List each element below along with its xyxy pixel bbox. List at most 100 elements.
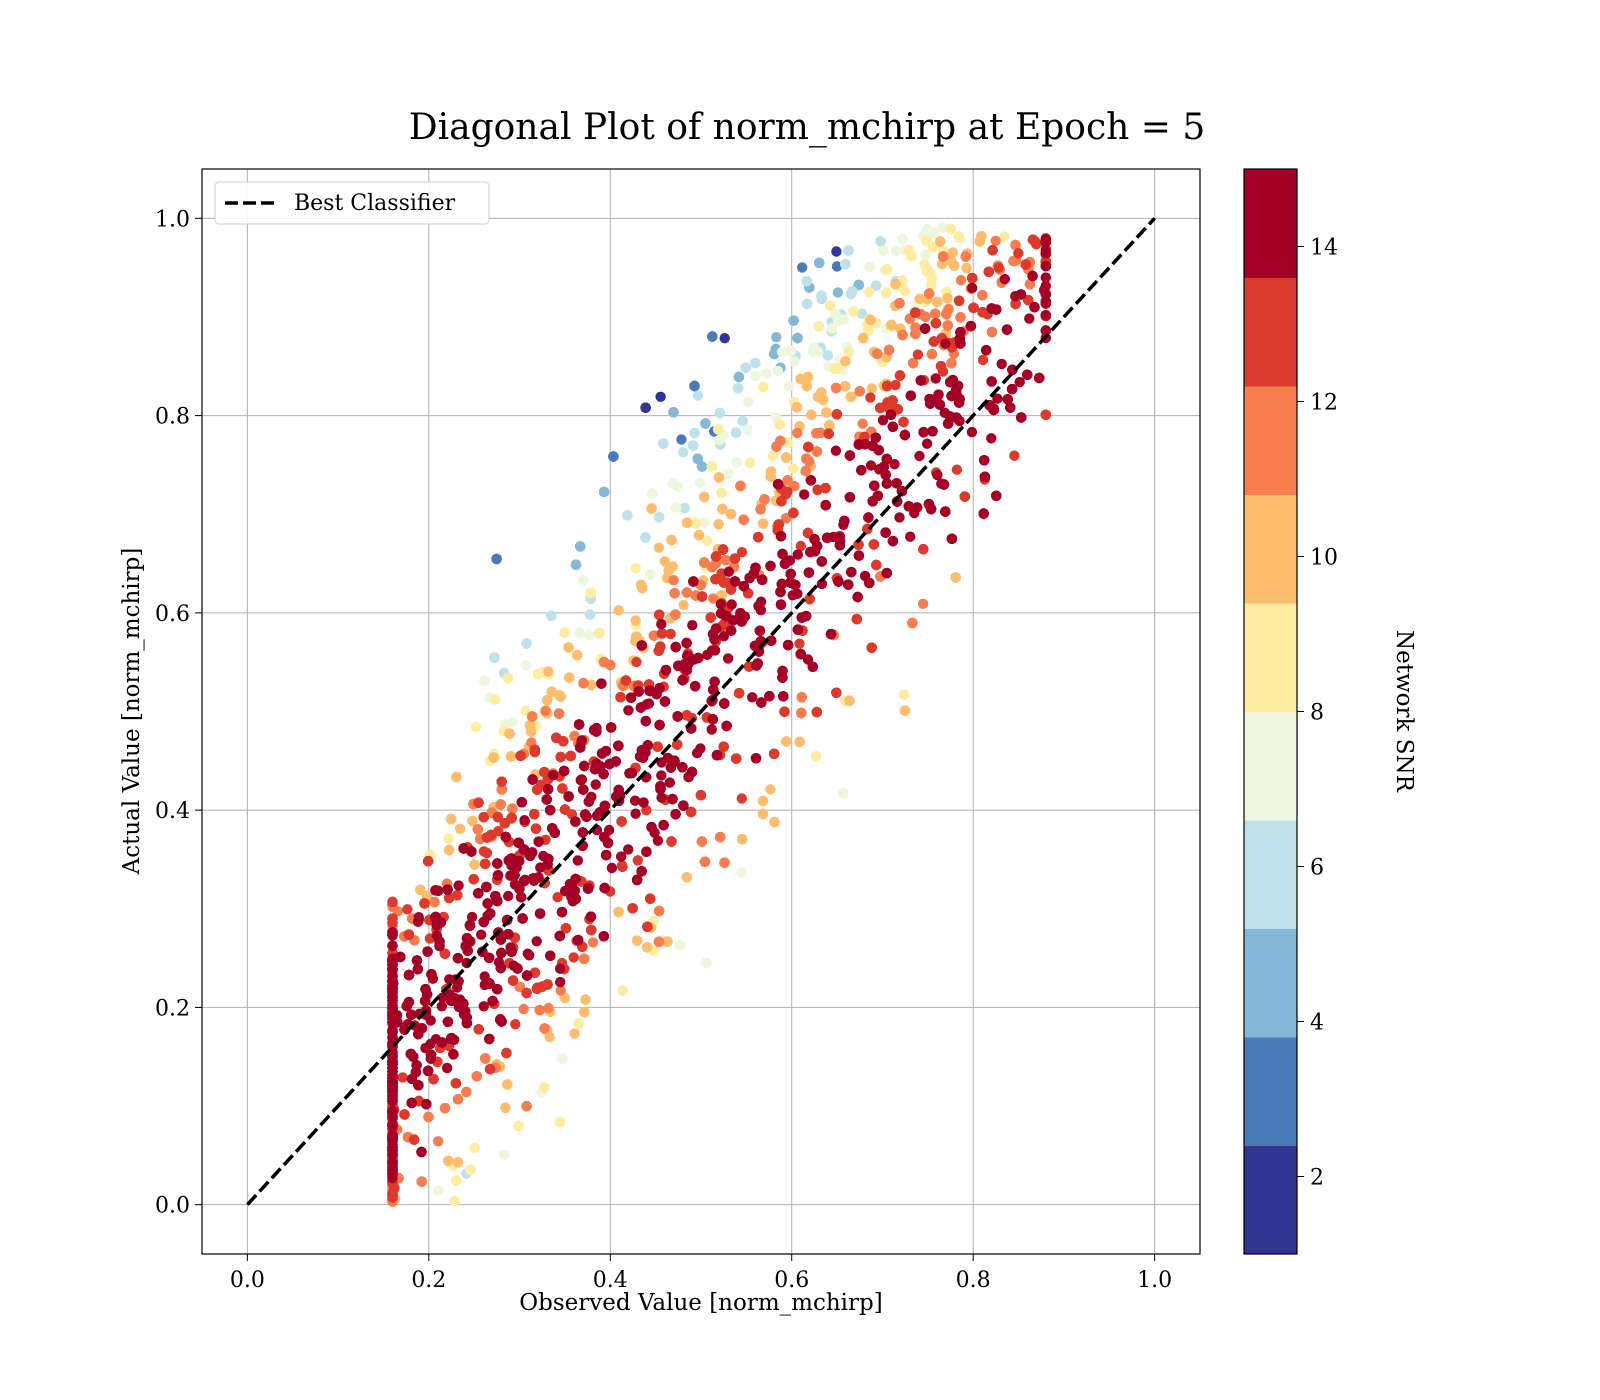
- scatter-point: [897, 329, 908, 341]
- scatter-point: [736, 834, 748, 845]
- scatter-point: [564, 672, 575, 683]
- scatter-point: [801, 275, 812, 287]
- scatter-point: [473, 1024, 484, 1035]
- scatter-point: [568, 952, 579, 963]
- scatter-point: [646, 503, 657, 514]
- scatter-point: [765, 784, 776, 795]
- scatter-point: [797, 262, 808, 273]
- scatter-point: [656, 770, 667, 781]
- scatter-point: [645, 893, 656, 904]
- scatter-point: [946, 357, 957, 369]
- scatter-point: [829, 363, 840, 374]
- scatter-point: [681, 517, 693, 528]
- scatter-point: [471, 1071, 482, 1082]
- scatter-point: [652, 835, 664, 846]
- scatter-point: [891, 245, 902, 256]
- scatter-point: [865, 314, 876, 326]
- scatter-point: [452, 1157, 464, 1168]
- scatter-point: [757, 795, 769, 807]
- scatter-point: [584, 629, 595, 641]
- scatter-point: [733, 371, 745, 383]
- scatter-point: [830, 382, 842, 394]
- scatter-point: [501, 1047, 512, 1059]
- scatter-point: [674, 940, 686, 951]
- scatter-point: [717, 544, 729, 555]
- scatter-point: [445, 813, 457, 825]
- scatter-point: [999, 273, 1010, 285]
- scatter-point: [539, 766, 550, 778]
- scatter-point: [807, 346, 819, 358]
- scatter-point: [877, 415, 889, 426]
- scatter-point: [1040, 234, 1052, 245]
- scatter-point: [927, 242, 939, 253]
- scatter-point: [713, 424, 724, 435]
- scatter-point: [794, 638, 805, 649]
- scatter-point: [710, 574, 721, 585]
- scatter-point: [910, 322, 921, 333]
- scatter-point: [769, 816, 780, 828]
- scatter-point: [783, 380, 795, 392]
- scatter-point: [613, 906, 624, 918]
- scatter-point: [788, 463, 799, 474]
- scatter-point: [700, 418, 711, 429]
- scatter-point: [491, 553, 502, 565]
- scatter-point: [894, 370, 906, 381]
- scatter-point: [894, 512, 905, 523]
- scatter-point: [525, 726, 537, 737]
- scatter-point: [800, 465, 811, 477]
- scatter-point: [575, 541, 586, 552]
- scatter-point: [632, 855, 643, 866]
- scatter-point: [467, 815, 478, 827]
- scatter-point: [1040, 409, 1052, 420]
- scatter-point: [812, 391, 823, 402]
- scatter-point: [699, 557, 710, 568]
- scatter-point: [878, 245, 889, 256]
- scatter-point: [627, 903, 638, 914]
- scatter-point: [977, 290, 988, 301]
- scatter-point: [423, 856, 434, 867]
- scatter-point: [863, 286, 875, 298]
- scatter-point: [999, 231, 1010, 242]
- scatter-point: [838, 314, 849, 325]
- scatter-point: [966, 426, 978, 438]
- scatter-point: [942, 293, 953, 304]
- scatter-point: [507, 975, 519, 986]
- scatter-point: [690, 518, 701, 529]
- scatter-point: [553, 708, 565, 719]
- scatter-point: [930, 318, 942, 329]
- scatter-point: [906, 250, 917, 262]
- scatter-point: [955, 312, 966, 323]
- scatter-point: [551, 732, 562, 743]
- scatter-point: [811, 706, 822, 718]
- scatter-point: [543, 1002, 554, 1014]
- scatter-point: [678, 599, 689, 611]
- scatter-point: [429, 896, 440, 908]
- scatter-point: [570, 559, 582, 570]
- scatter-point: [731, 457, 742, 468]
- scatter-point: [951, 464, 963, 475]
- scatter-point: [898, 416, 909, 428]
- scatter-point: [706, 724, 717, 735]
- scatter-point: [667, 478, 678, 489]
- scatter-point: [720, 554, 731, 566]
- scatter-point: [912, 349, 924, 360]
- scatter-point: [443, 1155, 454, 1167]
- scatter-point: [914, 293, 925, 304]
- scatter-point: [699, 856, 711, 867]
- scatter-point: [563, 791, 574, 802]
- scatter-point: [868, 539, 880, 550]
- scatter-point: [590, 779, 601, 790]
- scatter-point: [539, 1023, 550, 1034]
- scatter-point: [412, 916, 424, 927]
- scatter-point: [838, 788, 849, 799]
- scatter-point: [436, 1001, 447, 1012]
- scatter-point: [608, 451, 619, 462]
- scatter-point: [816, 293, 827, 305]
- scatter-point: [788, 315, 799, 326]
- scatter-point: [1020, 259, 1031, 270]
- scatter-point: [814, 257, 825, 268]
- scatter-point: [678, 447, 689, 458]
- scatter-point: [652, 741, 663, 752]
- scatter-point: [781, 736, 792, 747]
- scatter-point: [726, 599, 737, 610]
